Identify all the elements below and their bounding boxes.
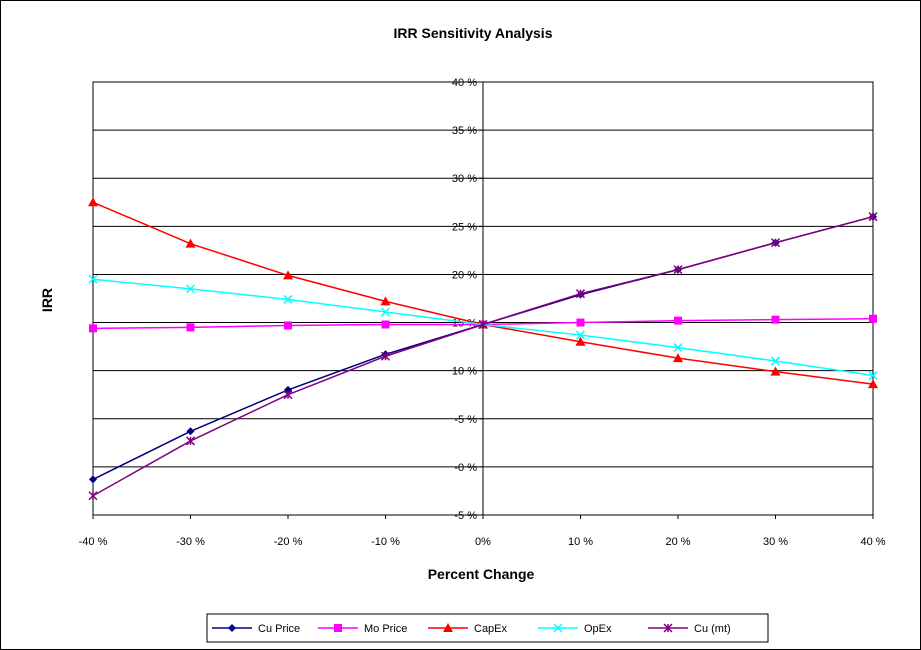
data-point-opex	[868, 370, 878, 381]
legend-marker-cu-mt	[663, 623, 673, 633]
y-tick-label: -0 %	[454, 462, 477, 474]
series-lines	[88, 197, 878, 501]
legend-marker-mo-price	[334, 624, 342, 632]
data-point-opex	[88, 274, 98, 284]
x-axis-title: Percent Change	[428, 566, 535, 582]
data-point-cu-mt	[868, 212, 878, 222]
data-point-cu-mt	[88, 491, 98, 501]
y-tick-label: 10 %	[452, 366, 477, 378]
data-point-mo-price	[89, 324, 97, 333]
x-tick-label: 0%	[475, 536, 491, 548]
data-point-cu-mt	[380, 351, 391, 361]
y-tick-label: 40 %	[452, 77, 477, 89]
data-point-cu-mt	[673, 265, 683, 275]
y-tick-label: -5 %	[454, 414, 477, 426]
data-point-capex	[380, 296, 391, 306]
legend-label-cu-mt: Cu (mt)	[694, 623, 731, 635]
data-point-capex	[673, 353, 683, 363]
data-point-capex	[283, 270, 293, 280]
legend-marker-opex	[553, 623, 563, 633]
data-point-capex	[88, 197, 98, 207]
data-point-cu-mt	[283, 390, 293, 400]
data-point-mo-price	[576, 318, 585, 327]
legend: Cu Price Mo Price CapEx OpEx Cu (mt)	[212, 623, 731, 635]
data-point-cu-mt	[185, 436, 196, 446]
data-point-opex	[770, 356, 781, 366]
data-point-cu-price	[186, 427, 195, 436]
legend-label-cu-price: Cu Price	[258, 623, 300, 635]
legend-marker-cu-price	[228, 624, 236, 632]
legend-label-capex: CapEx	[474, 623, 508, 635]
x-tick-label: -30 %	[176, 536, 205, 548]
x-tick-label: -20 %	[274, 536, 303, 548]
data-point-mo-price	[771, 315, 780, 324]
x-tick-label: 30 %	[763, 536, 788, 548]
x-tick-label: -40 %	[79, 536, 108, 548]
x-tick-label: 40 %	[860, 536, 885, 548]
x-tick-labels: -40 % -30 % -20 % -10 % 0% 10 % 20 % 30 % 40 %	[79, 536, 886, 548]
data-point-mo-price	[869, 314, 877, 323]
data-point-capex	[185, 238, 196, 248]
x-tick-label: 10 %	[568, 536, 593, 548]
data-point-opex	[380, 307, 391, 317]
data-point-opex	[185, 284, 196, 294]
y-axis-title: IRR	[39, 288, 55, 312]
data-point-capex	[770, 366, 781, 376]
data-point-capex	[575, 336, 586, 346]
data-point-opex	[283, 294, 293, 304]
chart-title: IRR Sensitivity Analysis	[394, 25, 553, 41]
legend-label-mo-price: Mo Price	[364, 623, 407, 635]
x-tick-label: 20 %	[665, 536, 690, 548]
data-point-mo-price	[674, 316, 682, 325]
y-tick-label: -5 %	[454, 510, 477, 522]
y-tick-label: 25 %	[452, 221, 477, 233]
data-point-cu-mt	[478, 319, 488, 330]
data-point-mo-price	[381, 320, 390, 329]
data-point-mo-price	[186, 323, 195, 332]
legend-label-opex: OpEx	[584, 623, 612, 635]
x-tick-label: -10 %	[371, 536, 400, 548]
y-tick-label: 20 %	[452, 269, 477, 281]
y-tick-label: 35 %	[452, 125, 477, 137]
data-point-cu-mt	[575, 289, 586, 299]
y-tick-label: 30 %	[452, 173, 477, 185]
data-point-cu-price	[89, 475, 97, 484]
legend-marker-capex	[443, 623, 453, 632]
data-point-mo-price	[284, 321, 292, 330]
data-point-opex	[673, 343, 683, 353]
data-point-opex	[575, 330, 586, 340]
data-point-cu-mt	[770, 238, 781, 248]
data-point-capex	[868, 379, 878, 389]
